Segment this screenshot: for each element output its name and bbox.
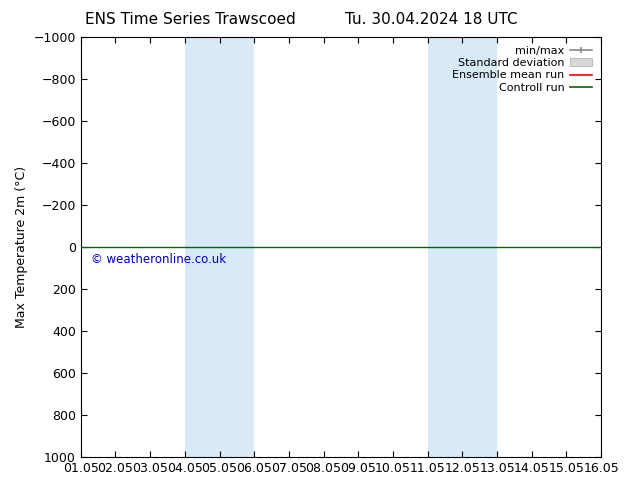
Bar	[462, 37, 497, 457]
Y-axis label: Max Temperature 2m (°C): Max Temperature 2m (°C)	[15, 166, 28, 328]
Bar	[219, 37, 254, 457]
Text: ENS Time Series Trawscoed: ENS Time Series Trawscoed	[85, 12, 295, 27]
Text: © weatheronline.co.uk: © weatheronline.co.uk	[91, 253, 226, 267]
Bar	[428, 37, 462, 457]
Legend: min/max, Standard deviation, Ensemble mean run, Controll run: min/max, Standard deviation, Ensemble me…	[449, 43, 595, 96]
Bar	[185, 37, 219, 457]
Text: Tu. 30.04.2024 18 UTC: Tu. 30.04.2024 18 UTC	[345, 12, 517, 27]
